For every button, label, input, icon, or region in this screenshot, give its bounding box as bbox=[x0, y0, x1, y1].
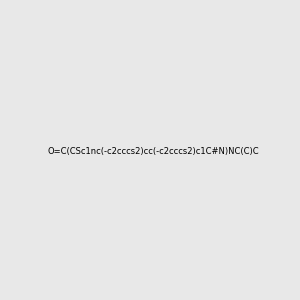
Text: O=C(CSc1nc(-c2cccs2)cc(-c2cccs2)c1C#N)NC(C)C: O=C(CSc1nc(-c2cccs2)cc(-c2cccs2)c1C#N)NC… bbox=[48, 147, 260, 156]
